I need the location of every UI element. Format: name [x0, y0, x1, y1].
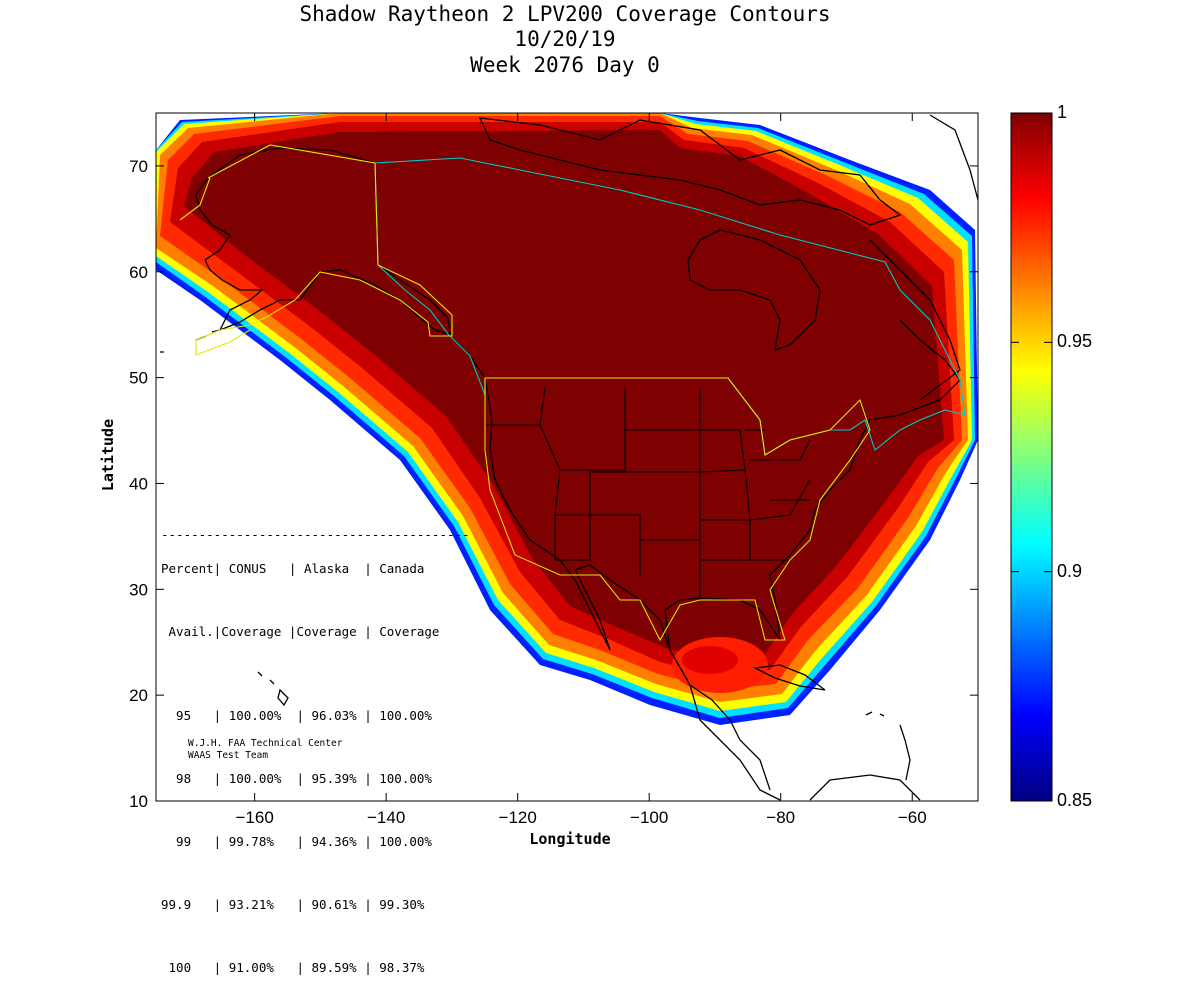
credit-block: W.J.H. FAA Technical Center WAAS Test Te… [188, 738, 342, 762]
coastline-hawaii [257, 671, 289, 707]
alaska-conus-boundary [179, 144, 871, 642]
y-tick-label: 70 [129, 157, 148, 176]
coastline-labrador [869, 239, 961, 401]
colorbar-tick-label: 0.9 [1057, 560, 1083, 581]
x-axis: −160 −140 −120 −100 −80 −60 [235, 113, 927, 827]
coastline-alaska [195, 147, 451, 335]
stats-row-95: 95 | 100.00% | 96.03% | 100.00% [161, 708, 432, 723]
x-axis-title: Longitude [529, 830, 610, 848]
stats-row-100: 100 | 91.00% | 89.59% | 98.37% [161, 960, 425, 975]
coastline-arctic-islands [478, 117, 902, 226]
coastline-hudson-bay [687, 229, 821, 351]
x-tick-label: −120 [499, 808, 537, 827]
contour-blob-gulf-inner [682, 646, 738, 674]
y-tick-label: 20 [129, 686, 148, 705]
x-tick-label: −60 [898, 808, 927, 827]
y-tick-label: 40 [129, 474, 148, 493]
credit-line-2: WAAS Test Team [188, 750, 269, 761]
credit-line-1: W.J.H. FAA Technical Center [188, 738, 343, 749]
x-tick-label: −160 [235, 808, 273, 827]
y-tick-label: 60 [129, 263, 148, 282]
contour-region-full [184, 130, 944, 662]
x-tick-label: −140 [367, 808, 405, 827]
x-tick-label: −80 [766, 808, 795, 827]
y-tick-label: 10 [129, 792, 148, 811]
coastlines [160, 114, 978, 801]
map-title-line-3: Week 2076 Day 0 [470, 53, 660, 77]
plot-frame [155, 112, 979, 802]
y-axis: 10 20 30 40 50 60 70 [129, 157, 978, 811]
colorbar-tick-label: 0.95 [1057, 331, 1093, 352]
coastline-caribbean-islands [865, 711, 911, 781]
coastline-gulf-east [664, 319, 961, 651]
stats-header-2: Avail.|Coverage |Coverage | Coverage [161, 624, 440, 639]
stats-row-99: 99 | 99.78% | 94.36% | 100.00% [161, 834, 432, 849]
colorbar-tick-label: 0.85 [1057, 790, 1093, 810]
coastline-greenland [929, 114, 978, 201]
coastline-central-america [689, 684, 781, 801]
y-tick-label: 30 [129, 580, 148, 599]
y-axis-title: Latitude [99, 419, 117, 491]
colorbar [1010, 112, 1053, 802]
stats-header-1: Percent| CONUS | Alaska | Canada [161, 561, 425, 576]
colorbar-ticks [1011, 112, 1052, 802]
coastline-cuba [752, 664, 826, 691]
coastline-pacific-northwest [447, 333, 771, 791]
coverage-map-figure: −160 −140 −120 −100 −80 −60 10 20 30 40 50 60 70 Lo… [99, 112, 1053, 848]
canada-border [374, 157, 966, 456]
map-title-line-1: Shadow Raytheon 2 LPV200 Coverage Contou… [299, 2, 831, 26]
coverage-contours [156, 113, 978, 801]
coastline-south-america [809, 774, 921, 801]
stats-row-99-9: 99.9 | 93.21% | 90.61% | 99.30% [161, 897, 425, 912]
y-tick-label: 50 [129, 369, 148, 388]
colorbar-tick-label: 1 [1057, 102, 1068, 122]
stats-rule: ----------------------------------------… [161, 527, 470, 542]
map-title-line-2: 10/20/19 [514, 27, 616, 51]
stats-row-98: 98 | 100.00% | 95.39% | 100.00% [161, 771, 432, 786]
x-tick-label: −100 [630, 808, 668, 827]
